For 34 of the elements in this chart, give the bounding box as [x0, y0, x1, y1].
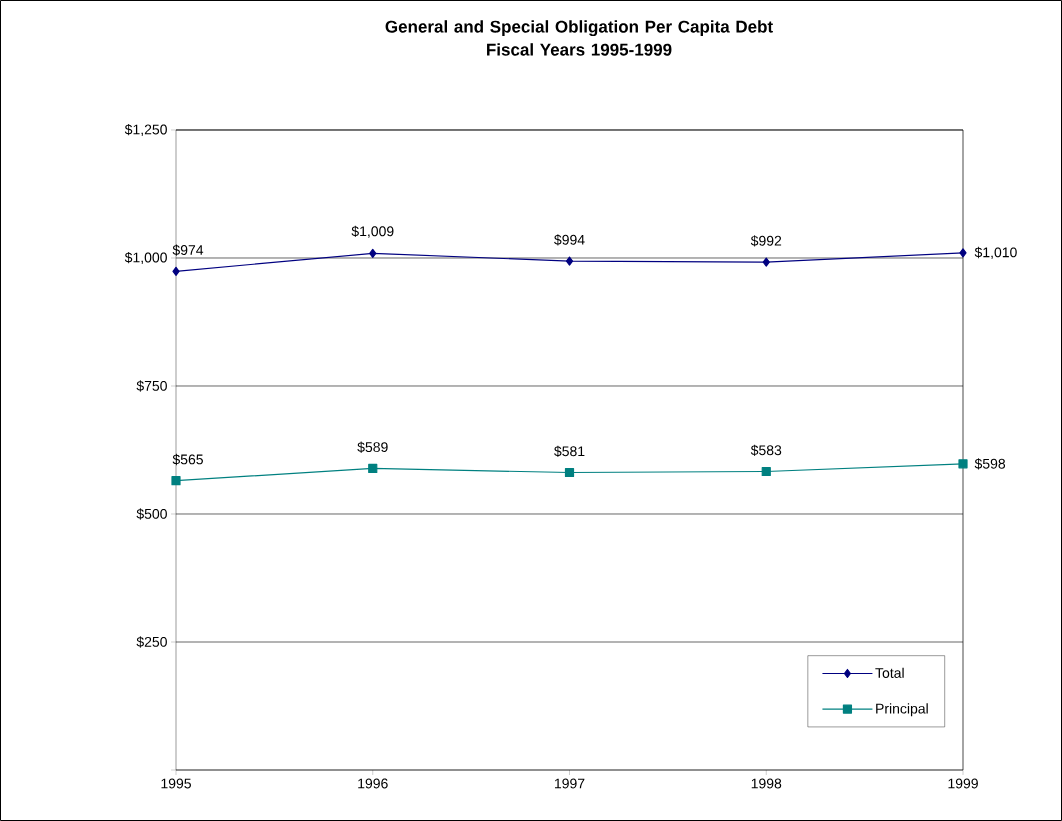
x-tick-label: 1997 [554, 778, 585, 789]
point [368, 463, 378, 474]
data-label: $992 [750, 235, 782, 247]
y-tick-label: $1,250 [124, 123, 167, 137]
y-tick-label: $750 [136, 380, 167, 392]
x-tick-label: 1999 [948, 778, 978, 789]
point [172, 266, 180, 276]
y-tick-label: $500 [136, 508, 167, 520]
data-label: $581 [554, 445, 585, 457]
data-label: $974 [172, 244, 204, 256]
data-label: $1,010 [974, 246, 1017, 259]
point [762, 257, 770, 267]
x-tick-label: 1995 [161, 778, 191, 789]
y-tick-label: $250 [136, 636, 167, 648]
data-label: $589 [357, 441, 388, 453]
data-label: $994 [554, 234, 585, 246]
point [171, 476, 181, 486]
chart-subtitle: Fiscal Years 1995-1999 [487, 43, 672, 56]
point [761, 466, 771, 477]
x-tick-label: 1996 [358, 778, 388, 789]
point [565, 256, 574, 266]
y-tick-label: $1,000 [124, 251, 167, 265]
data-label: $1,009 [351, 225, 394, 238]
x-tick-label: 1998 [751, 778, 782, 789]
data-label: $598 [974, 458, 1006, 470]
legend-label: Principal [876, 703, 928, 717]
legend-label: Total [875, 667, 904, 678]
data-label: $583 [750, 444, 782, 456]
data-label: $565 [172, 453, 203, 466]
point [564, 467, 575, 478]
point [369, 248, 377, 258]
chart-title: General and Special Obligation Per Capita Debt [385, 20, 773, 37]
point [959, 248, 967, 258]
point [958, 459, 968, 469]
